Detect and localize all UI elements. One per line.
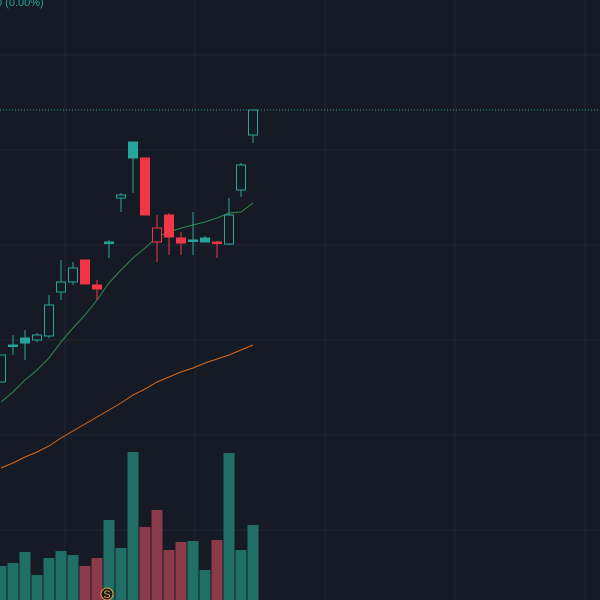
volume-bar xyxy=(175,542,187,600)
volume-bar xyxy=(127,452,139,600)
candle-body xyxy=(68,267,78,283)
volume-bar xyxy=(43,558,55,600)
volume-bar xyxy=(115,548,127,600)
event-marker xyxy=(100,587,114,600)
volume-bar xyxy=(91,558,103,600)
candle-body xyxy=(92,284,102,290)
header-change: 0 (0.00%) xyxy=(0,0,44,9)
volume-bar xyxy=(235,550,247,600)
volume-bar xyxy=(247,525,259,600)
candle-body xyxy=(128,141,138,159)
candle-body xyxy=(188,239,198,242)
candle-body xyxy=(20,337,30,344)
candle-body xyxy=(224,214,234,245)
event-marker-label: S xyxy=(103,589,110,600)
volume-bar xyxy=(31,575,43,600)
volume-bar xyxy=(103,520,115,600)
candle-body xyxy=(104,241,114,244)
candle-body xyxy=(56,281,66,293)
volume-bar xyxy=(67,555,79,600)
moving-average xyxy=(0,344,254,469)
volume-bar xyxy=(199,570,211,600)
candle-body xyxy=(140,157,150,216)
volume-bar xyxy=(211,540,223,600)
volume-bar xyxy=(7,563,19,600)
volume-bar xyxy=(0,566,7,600)
candle-body xyxy=(212,241,222,244)
candle-body xyxy=(116,194,126,199)
candle-body xyxy=(248,109,258,136)
candle-body xyxy=(152,227,162,243)
candle-body xyxy=(80,259,90,285)
volume-bar xyxy=(223,453,235,600)
volume-bar xyxy=(187,541,199,600)
candle-body xyxy=(44,304,54,337)
volume-bar xyxy=(163,550,175,600)
candle-body xyxy=(0,354,6,383)
volume-bar xyxy=(79,566,91,600)
volume-bar xyxy=(19,552,31,600)
moving-average xyxy=(0,202,254,403)
candle-body xyxy=(8,344,18,347)
candle-body xyxy=(32,334,42,341)
candle-body xyxy=(164,214,174,238)
volume-bar xyxy=(139,527,151,600)
volume-bar xyxy=(55,551,67,600)
candle-body xyxy=(200,237,210,243)
candle-body xyxy=(236,164,246,191)
volume-bar xyxy=(151,510,163,600)
candle-body xyxy=(176,237,186,244)
